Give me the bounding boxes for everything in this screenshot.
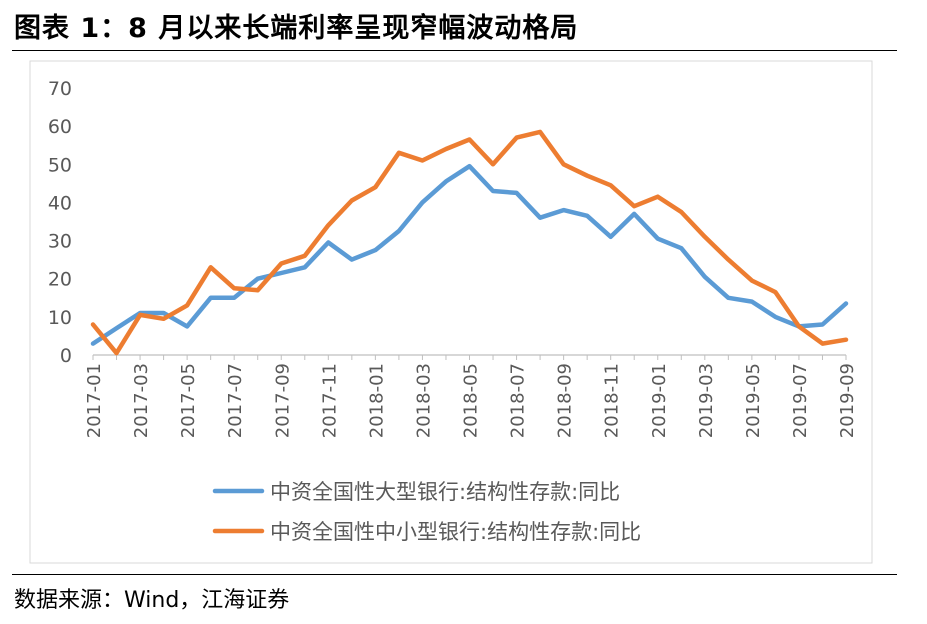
x-tick-label: 2019-07 <box>790 363 811 438</box>
legend-label-2: 中资全国性中小型银行:结构性存款:同比 <box>270 520 641 544</box>
x-tick-label: 2019-09 <box>837 363 858 438</box>
x-tick-label: 2018-07 <box>508 363 529 438</box>
x-tick-label: 2018-11 <box>602 363 623 438</box>
x-tick-label: 2019-03 <box>696 363 717 438</box>
x-tick-label: 2017-01 <box>84 363 105 438</box>
source-note: 数据来源：Wind，江海证券 <box>14 588 290 613</box>
source-divider <box>12 574 897 575</box>
x-tick-label: 2017-11 <box>319 363 340 438</box>
y-tick-label: 60 <box>48 116 72 138</box>
y-tick-label: 0 <box>60 345 72 367</box>
series-lines <box>90 129 849 356</box>
title-divider <box>12 50 897 51</box>
y-tick-label: 20 <box>48 269 72 291</box>
x-tick-label: 2017-09 <box>272 363 293 438</box>
figure-title: 图表 1：8 月以来长端利率呈现窄幅波动格局 <box>14 13 579 44</box>
x-tick-label: 2017-03 <box>131 363 152 438</box>
x-tick-label: 2017-07 <box>225 363 246 438</box>
chart-frame <box>29 60 873 564</box>
x-tick-label: 2019-01 <box>649 363 670 438</box>
y-tick-label: 10 <box>48 307 72 329</box>
x-tick-label: 2018-09 <box>555 363 576 438</box>
x-tick-label: 2018-03 <box>413 363 434 438</box>
y-tick-label: 70 <box>48 78 72 100</box>
x-tick-label: 2018-01 <box>366 363 387 438</box>
x-axis: 2017-01 2017-03 2017-05 2017-07 2017-09 2017-… <box>84 354 858 438</box>
series-line-1 <box>90 163 849 346</box>
series-line-2 <box>90 129 849 356</box>
x-tick-label: 2017-05 <box>178 363 199 438</box>
x-tick-label: 2019-05 <box>743 363 764 438</box>
y-tick-label: 50 <box>48 154 72 176</box>
y-axis: 0 10 20 30 40 50 60 70 <box>48 78 72 367</box>
y-tick-label: 30 <box>48 231 72 253</box>
legend-label-1: 中资全国性大型银行:结构性存款:同比 <box>270 480 620 504</box>
x-tick-label: 2018-05 <box>461 363 482 438</box>
y-tick-label: 40 <box>48 192 72 214</box>
